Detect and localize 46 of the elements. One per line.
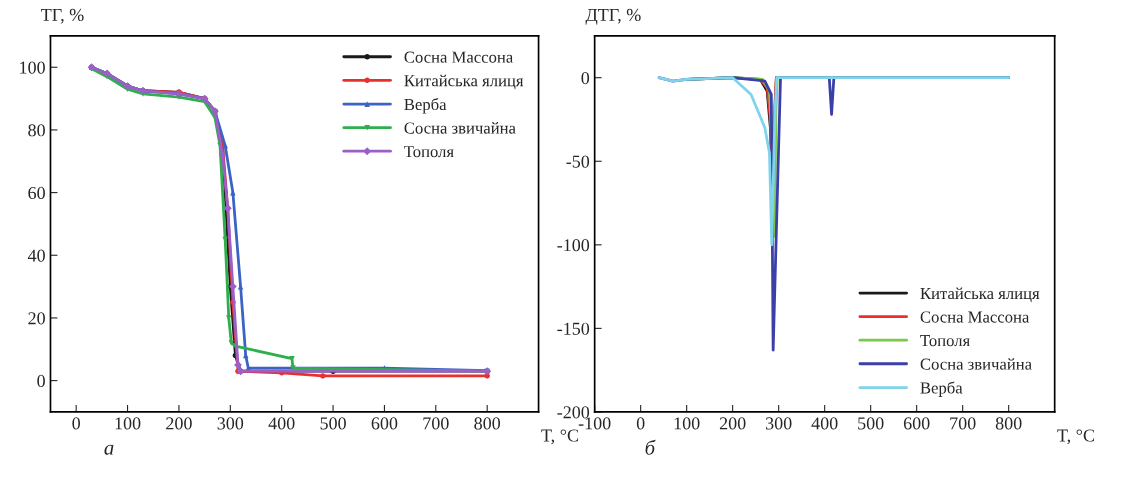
y-tick-label: 20 [28, 312, 45, 325]
x-tick-label: 0 [72, 417, 80, 430]
legend-label: Тополя [404, 146, 454, 158]
y-tick-label: 0 [581, 71, 590, 85]
y-tick-label: -50 [566, 155, 590, 168]
y-tick-label: 100 [20, 61, 45, 74]
x-axis-title: T, °C [1057, 429, 1094, 445]
x-tick-label: 800 [474, 417, 501, 430]
x-tick-label: 700 [950, 417, 976, 430]
legend-label: Тополя [920, 335, 970, 347]
y-tick-label: -100 [557, 239, 590, 252]
x-tick-label: -100 [578, 417, 611, 430]
x-tick-label: 0 [636, 417, 645, 430]
legend-label: Верба [404, 98, 447, 114]
x-tick-label: 100 [115, 417, 141, 430]
x-tick-label: 500 [320, 417, 346, 430]
y-tick-label: 60 [28, 186, 45, 200]
y-tick-label: -200 [557, 406, 590, 419]
x-tick-label: 400 [268, 417, 295, 430]
x-tick-label: 700 [423, 417, 449, 430]
x-tick-label: 300 [765, 417, 792, 430]
x-tick-label: 800 [995, 417, 1022, 430]
x-tick-label: 500 [858, 417, 884, 430]
x-axis-title: T, °C [541, 429, 578, 445]
x-tick-label: 100 [674, 417, 700, 430]
text: б [645, 439, 656, 455]
legend-label: Верба [920, 381, 963, 397]
x-tick-label: 600 [371, 417, 398, 430]
legend-label: Китайська ялиця [920, 287, 1040, 303]
legend-label: Китайська ялиця [404, 74, 524, 90]
y-tick-label: 40 [27, 249, 45, 262]
y-tick-label: -150 [557, 322, 590, 335]
y-tick-label: 0 [37, 374, 45, 388]
y-axis-title: ДТГ, % [585, 8, 641, 25]
x-tick-label: 400 [811, 417, 838, 430]
legend-label: Сосна Массона [920, 311, 1030, 323]
x-tick-label: 200 [166, 417, 192, 430]
legend-label: Сосна Массона [404, 51, 513, 63]
y-axis-title: ТГ, % [41, 8, 84, 24]
text: а [104, 444, 114, 455]
x-tick-label: 200 [719, 417, 746, 430]
legend-label: Сосна звичайна [404, 122, 516, 134]
x-tick-label: 600 [903, 417, 930, 430]
x-tick-label: 300 [217, 417, 244, 430]
legend-label: Сосна звичайна [920, 358, 1032, 370]
y-tick-label: 80 [28, 124, 45, 137]
